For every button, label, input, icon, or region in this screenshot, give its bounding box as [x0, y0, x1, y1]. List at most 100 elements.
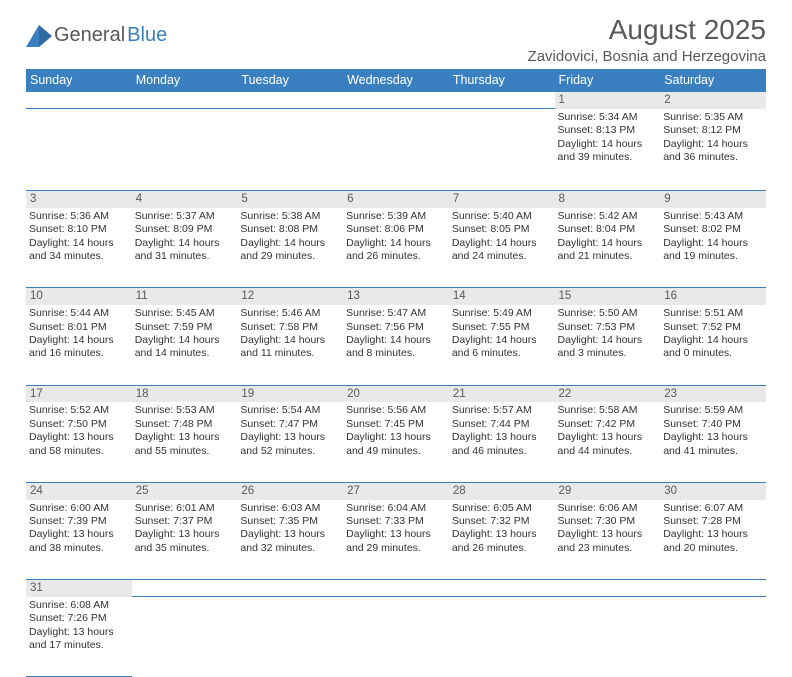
sunset-text: Sunset: 7:53 PM — [558, 321, 658, 334]
daylight-text: Daylight: 13 hours and 35 minutes. — [135, 528, 235, 555]
day-number-cell: 31 — [26, 580, 132, 597]
day-content-cell: Sunrise: 5:42 AMSunset: 8:04 PMDaylight:… — [555, 208, 661, 288]
day-content-row: Sunrise: 5:36 AMSunset: 8:10 PM Daylight:… — [26, 208, 766, 288]
sunset-text: Sunset: 7:58 PM — [240, 321, 340, 334]
day-number-cell: 23 — [660, 385, 766, 402]
day-number-cell: 29 — [555, 482, 661, 499]
daylight-text: Daylight: 13 hours and 20 minutes. — [663, 528, 763, 555]
sunset-text: Sunset: 7:39 PM — [29, 515, 129, 528]
daylight-text: Daylight: 13 hours and 32 minutes. — [240, 528, 340, 555]
sunset-text: Sunset: 8:02 PM — [663, 223, 763, 236]
daylight-text: Daylight: 13 hours and 46 minutes. — [452, 431, 552, 458]
sunrise-text: Sunrise: 5:46 AM — [240, 307, 340, 320]
sunrise-text: Sunrise: 5:52 AM — [29, 404, 129, 417]
sunrise-text: Sunrise: 5:40 AM — [452, 210, 552, 223]
sunset-text: Sunset: 7:30 PM — [558, 515, 658, 528]
day-number-cell: 5 — [237, 191, 343, 208]
day-number-cell — [26, 92, 132, 109]
sunset-text: Sunset: 7:45 PM — [346, 418, 446, 431]
day-content-cell: Sunrise: 5:45 AMSunset: 7:59 PMDaylight:… — [132, 305, 238, 385]
sunset-text: Sunset: 8:10 PM — [29, 223, 129, 236]
sunrise-text: Sunrise: 5:50 AM — [558, 307, 658, 320]
sunset-text: Sunset: 8:12 PM — [663, 124, 763, 137]
sunset-text: Sunset: 7:35 PM — [240, 515, 340, 528]
day-number-cell: 10 — [26, 288, 132, 305]
day-number-cell — [237, 580, 343, 597]
sunrise-text: Sunrise: 6:04 AM — [346, 502, 446, 515]
day-content-cell: Sunrise: 5:47 AMSunset: 7:56 PMDaylight:… — [343, 305, 449, 385]
day-header: Tuesday — [237, 69, 343, 92]
daylight-text: Daylight: 13 hours and 55 minutes. — [135, 431, 235, 458]
sunrise-text: Sunrise: 5:56 AM — [346, 404, 446, 417]
sunset-text: Sunset: 7:52 PM — [663, 321, 763, 334]
day-number-cell: 15 — [555, 288, 661, 305]
sunset-text: Sunset: 7:33 PM — [346, 515, 446, 528]
day-number-cell — [555, 580, 661, 597]
day-number-cell: 3 — [26, 191, 132, 208]
sunset-text: Sunset: 7:55 PM — [452, 321, 552, 334]
day-number-cell: 4 — [132, 191, 238, 208]
sunrise-text: Sunrise: 5:51 AM — [663, 307, 763, 320]
daylight-text: Daylight: 13 hours and 58 minutes. — [29, 431, 129, 458]
logo-text-1: General — [54, 24, 125, 47]
day-content-cell: Sunrise: 6:06 AMSunset: 7:30 PMDaylight:… — [555, 500, 661, 580]
calendar-table: Sunday Monday Tuesday Wednesday Thursday… — [26, 69, 766, 677]
daylight-text: Daylight: 14 hours and 3 minutes. — [558, 334, 658, 361]
day-content-cell: Sunrise: 5:40 AMSunset: 8:05 PMDaylight:… — [449, 208, 555, 288]
daylight-text: Daylight: 13 hours and 29 minutes. — [346, 528, 446, 555]
daylight-text: Daylight: 14 hours and 36 minutes. — [663, 138, 763, 165]
day-content-cell: Sunrise: 6:04 AMSunset: 7:33 PMDaylight:… — [343, 500, 449, 580]
sunset-text: Sunset: 7:48 PM — [135, 418, 235, 431]
day-content-cell — [343, 109, 449, 191]
sunset-text: Sunset: 7:47 PM — [240, 418, 340, 431]
title-block: August 2025 Zavidovici, Bosnia and Herze… — [528, 14, 766, 65]
sunset-text: Sunset: 7:32 PM — [452, 515, 552, 528]
daylight-text: Daylight: 14 hours and 26 minutes. — [346, 237, 446, 264]
day-content-cell: Sunrise: 6:01 AMSunset: 7:37 PMDaylight:… — [132, 500, 238, 580]
daylight-text: Daylight: 14 hours and 19 minutes. — [663, 237, 763, 264]
day-content-cell: Sunrise: 5:57 AMSunset: 7:44 PMDaylight:… — [449, 402, 555, 482]
daylight-text: Daylight: 13 hours and 23 minutes. — [558, 528, 658, 555]
sunset-text: Sunset: 8:08 PM — [240, 223, 340, 236]
day-number-cell: 22 — [555, 385, 661, 402]
sunrise-text: Sunrise: 5:59 AM — [663, 404, 763, 417]
sunset-text: Sunset: 7:59 PM — [135, 321, 235, 334]
day-number-row: 24252627282930 — [26, 482, 766, 499]
sunrise-text: Sunrise: 5:42 AM — [558, 210, 658, 223]
day-number-cell — [237, 92, 343, 109]
sunrise-text: Sunrise: 5:36 AM — [29, 210, 129, 223]
day-number-row: 12 — [26, 92, 766, 109]
daylight-text: Daylight: 13 hours and 17 minutes. — [29, 626, 129, 653]
day-content-cell — [237, 109, 343, 191]
daylight-text: Daylight: 14 hours and 39 minutes. — [558, 138, 658, 165]
day-content-cell: Sunrise: 5:36 AMSunset: 8:10 PMDaylight:… — [26, 208, 132, 288]
day-number-cell: 2 — [660, 92, 766, 109]
day-number-cell — [132, 580, 238, 597]
daylight-text: Daylight: 14 hours and 0 minutes. — [663, 334, 763, 361]
sunset-text: Sunset: 7:37 PM — [135, 515, 235, 528]
day-number-cell: 11 — [132, 288, 238, 305]
sunrise-text: Sunrise: 5:34 AM — [558, 111, 658, 124]
sunrise-text: Sunrise: 5:58 AM — [558, 404, 658, 417]
day-header: Wednesday — [343, 69, 449, 92]
day-content-cell: Sunrise: 5:37 AMSunset: 8:09 PMDaylight:… — [132, 208, 238, 288]
day-content-cell — [26, 109, 132, 191]
day-number-cell — [343, 580, 449, 597]
day-header-row: Sunday Monday Tuesday Wednesday Thursday… — [26, 69, 766, 92]
day-number-cell: 6 — [343, 191, 449, 208]
day-content-cell — [132, 109, 238, 191]
day-content-cell: Sunrise: 5:53 AMSunset: 7:48 PMDaylight:… — [132, 402, 238, 482]
day-content-cell — [449, 597, 555, 677]
daylight-text: Daylight: 14 hours and 14 minutes. — [135, 334, 235, 361]
day-header: Thursday — [449, 69, 555, 92]
sunrise-text: Sunrise: 5:37 AM — [135, 210, 235, 223]
sunset-text: Sunset: 7:40 PM — [663, 418, 763, 431]
day-number-cell: 1 — [555, 92, 661, 109]
logo-text-2: Blue — [127, 24, 167, 47]
sunrise-text: Sunrise: 6:00 AM — [29, 502, 129, 515]
day-content-cell: Sunrise: 6:03 AMSunset: 7:35 PMDaylight:… — [237, 500, 343, 580]
sunset-text: Sunset: 7:50 PM — [29, 418, 129, 431]
daylight-text: Daylight: 14 hours and 6 minutes. — [452, 334, 552, 361]
sunset-text: Sunset: 7:42 PM — [558, 418, 658, 431]
daylight-text: Daylight: 14 hours and 24 minutes. — [452, 237, 552, 264]
